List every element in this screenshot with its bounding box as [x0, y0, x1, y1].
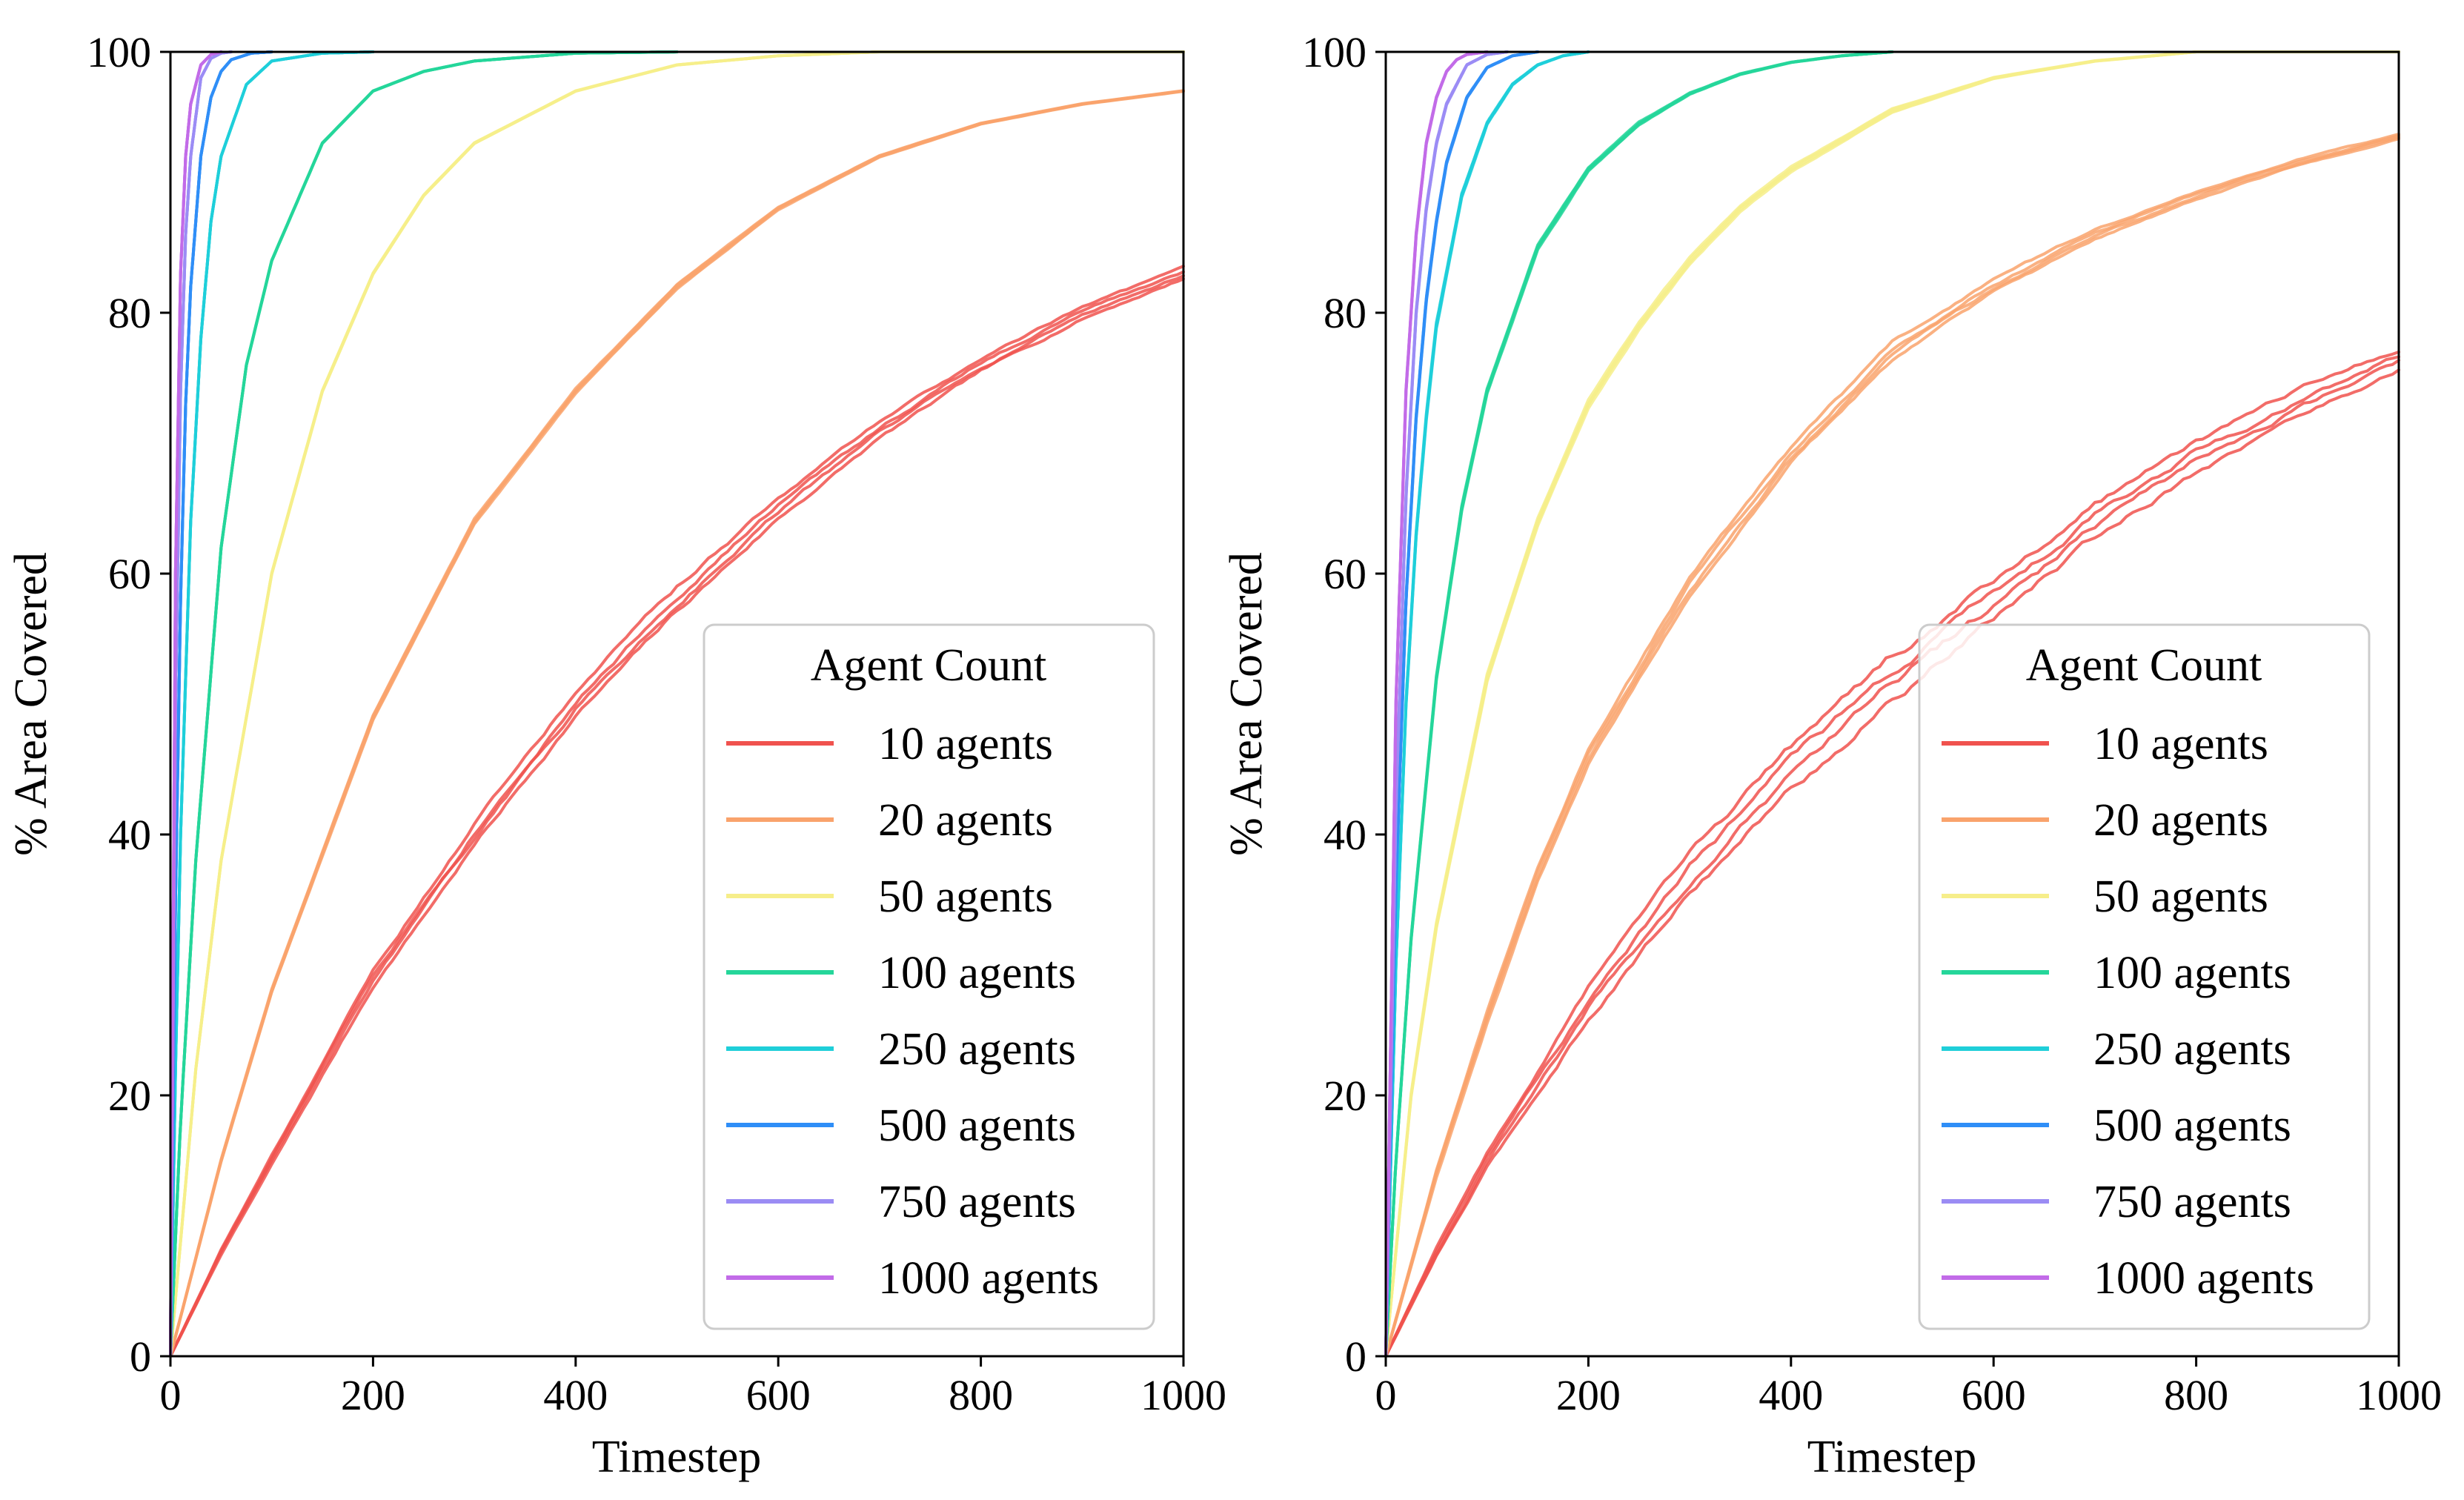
left-line-20-agents-run-4	[169, 89, 1185, 1358]
right-legend-title: Agent Count	[2026, 640, 2262, 691]
right-chart-panel: 0 200 400 600 800 1000 0 20 40 60 80 100 Timestep %…	[1221, 28, 2442, 1482]
right-legend-label-500-agents: 500 agents	[2093, 1101, 2291, 1151]
right-line-750-agents-run-4	[1384, 50, 1509, 1358]
left-y-tick-label: 60	[108, 550, 151, 598]
left-legend-label-20-agents: 20 agents	[878, 795, 1053, 846]
right-line-500-agents-run-4	[1384, 50, 1540, 1358]
right-legend-label-10-agents: 10 agents	[2093, 719, 2268, 769]
right-line-1000-agents-run-4	[1384, 50, 1489, 1358]
right-x-tick-label: 600	[1962, 1371, 2026, 1419]
right-series-500-agents	[1384, 50, 1540, 1358]
right-series-750-agents	[1384, 50, 1509, 1358]
right-legend-label-100-agents: 100 agents	[2093, 948, 2291, 998]
right-line-100-agents-run-4	[1384, 50, 1894, 1358]
left-x-tick-label: 1000	[1140, 1371, 1226, 1419]
right-line-20-agents-run-1	[1384, 137, 2400, 1358]
right-legend-label-1000-agents: 1000 agents	[2093, 1253, 2314, 1304]
left-line-1000-agents-run-4	[169, 50, 223, 1358]
left-legend-label-50-agents: 50 agents	[878, 872, 1053, 922]
right-line-10-agents-run-3	[1384, 355, 2400, 1358]
left-legend-label-250-agents: 250 agents	[878, 1024, 1076, 1075]
left-plot-frame	[169, 50, 1185, 1358]
left-legend-label-500-agents: 500 agents	[878, 1101, 1076, 1151]
left-x-tick-label: 400	[543, 1371, 608, 1419]
right-x-tick-label: 800	[2164, 1371, 2228, 1419]
right-legend-label-20-agents: 20 agents	[2093, 795, 2268, 846]
right-y-tick-label: 100	[1302, 28, 1367, 76]
left-series-20-agents	[169, 89, 1185, 1358]
left-legend-label-750-agents: 750 agents	[878, 1177, 1076, 1227]
left-series-1000-agents	[169, 50, 223, 1358]
right-line-250-agents-run-4	[1384, 50, 1590, 1358]
left-y-tick-label: 0	[130, 1333, 151, 1381]
right-plot-frame	[1384, 50, 2400, 1358]
left-legend-title: Agent Count	[811, 640, 1047, 691]
right-legend-label-750-agents: 750 agents	[2093, 1177, 2291, 1227]
right-legend-label-250-agents: 250 agents	[2093, 1024, 2291, 1075]
left-line-10-agents-run-2	[169, 274, 1185, 1358]
right-legend-label-50-agents: 50 agents	[2093, 872, 2268, 922]
left-legend-label-10-agents: 10 agents	[878, 719, 1053, 769]
right-series-layer	[1384, 50, 2400, 1358]
left-legend-label-1000-agents: 1000 agents	[878, 1253, 1099, 1304]
left-y-tick-label: 40	[108, 811, 151, 859]
left-chart-panel: 0 200 400 600 800 1000 0 20 40 60 80 100 Timestep %…	[6, 28, 1226, 1482]
left-line-10-agents-run-4	[169, 265, 1185, 1358]
right-x-axis-label: Timestep	[1807, 1432, 1977, 1482]
left-legend-label-100-agents: 100 agents	[878, 948, 1076, 998]
right-line-10-agents-run-1	[1384, 368, 2400, 1358]
left-x-tick-label: 200	[341, 1371, 405, 1419]
left-x-tick-label: 0	[160, 1371, 182, 1419]
right-y-tick-label: 0	[1345, 1333, 1367, 1381]
left-y-axis-label: % Area Covered	[6, 552, 56, 856]
left-x-tick-label: 600	[746, 1371, 811, 1419]
right-series-100-agents	[1384, 50, 1894, 1358]
left-legend-box	[703, 623, 1155, 1330]
left-x-axis-label: Timestep	[592, 1432, 762, 1482]
right-y-tick-label: 60	[1324, 550, 1367, 598]
right-line-20-agents-run-2	[1384, 136, 2400, 1358]
right-y-tick-label: 20	[1324, 1072, 1367, 1120]
left-series-10-agents	[169, 265, 1185, 1358]
left-x-tick-label: 800	[949, 1371, 1013, 1419]
left-y-tick-label: 80	[108, 289, 151, 337]
right-y-tick-label: 40	[1324, 811, 1367, 859]
right-ticks: 0 200 400 600 800 1000 0 20 40 60 80 100	[1302, 28, 2442, 1419]
left-y-tick-label: 100	[87, 28, 151, 76]
right-x-tick-label: 400	[1759, 1371, 1823, 1419]
right-series-20-agents	[1384, 132, 2400, 1358]
right-series-250-agents	[1384, 50, 1590, 1358]
right-line-10-agents-run-4	[1384, 350, 2400, 1358]
right-line-10-agents-run-2	[1384, 359, 2400, 1358]
left-ticks: 0 200 400 600 800 1000 0 20 40 60 80 100	[87, 28, 1226, 1419]
left-y-tick-label: 20	[108, 1072, 151, 1120]
right-x-tick-label: 0	[1375, 1371, 1397, 1419]
right-legend-entries: 10 agents 20 agents 50 agents 100 agents 250…	[1942, 719, 2314, 1304]
right-y-axis-label: % Area Covered	[1221, 552, 1272, 856]
right-x-tick-label: 1000	[2356, 1371, 2442, 1419]
right-line-20-agents-run-4	[1384, 132, 2400, 1358]
right-series-10-agents	[1384, 350, 2400, 1358]
right-legend-box	[1918, 623, 2371, 1330]
right-series-1000-agents	[1384, 50, 1489, 1358]
right-y-tick-label: 80	[1324, 289, 1367, 337]
right-x-tick-label: 200	[1556, 1371, 1621, 1419]
left-legend-entries: 10 agents 20 agents 50 agents 100 agents 250…	[726, 719, 1099, 1304]
